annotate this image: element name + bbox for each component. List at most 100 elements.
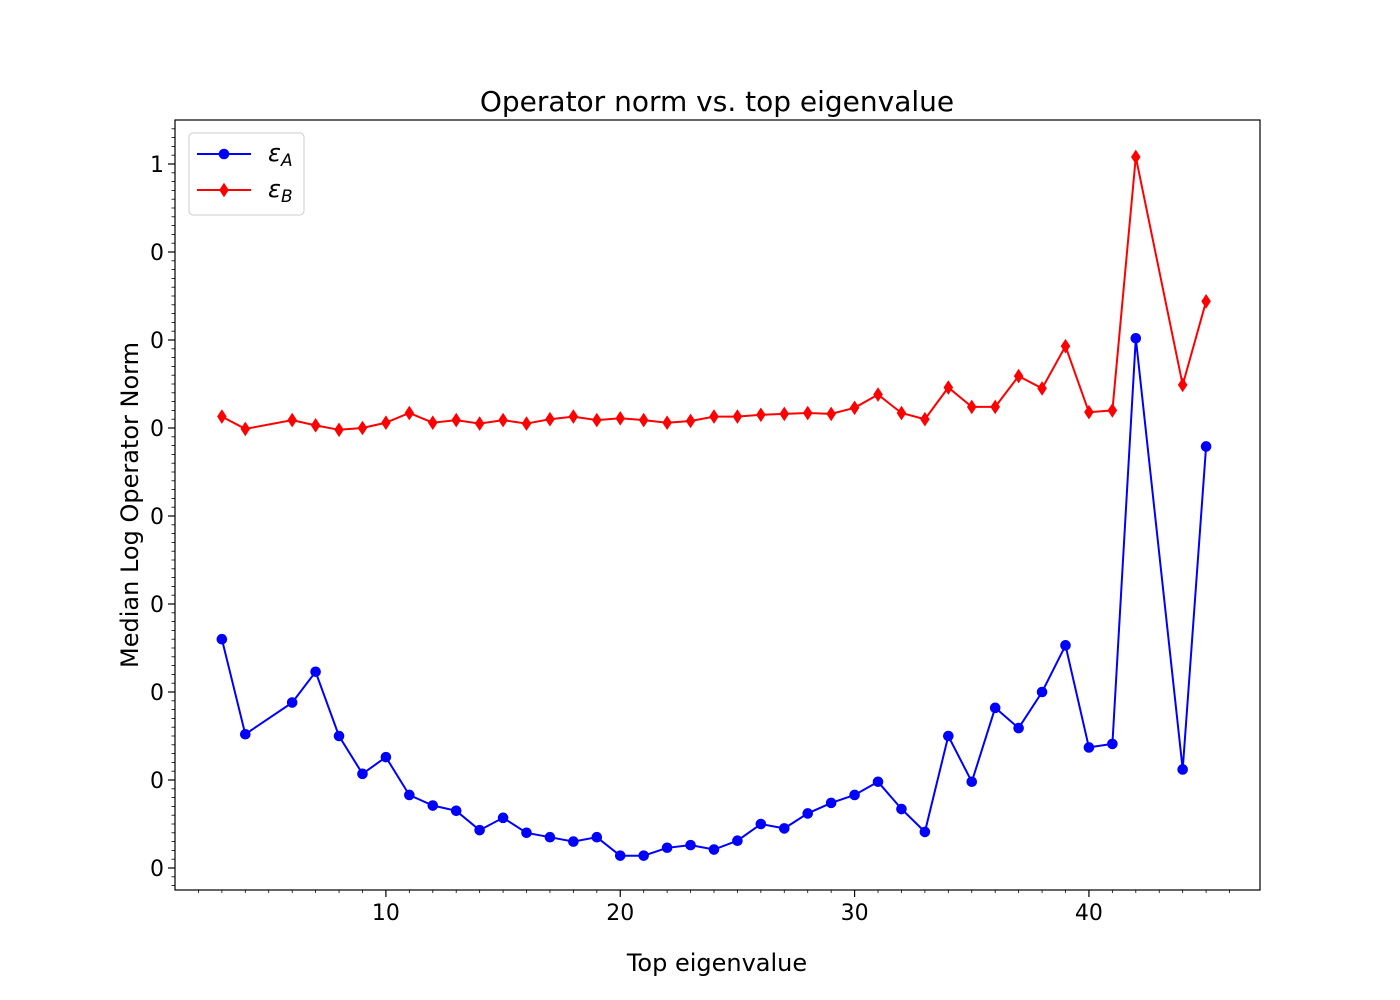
data-point	[451, 412, 462, 428]
data-series	[216, 149, 1212, 861]
data-point	[990, 399, 1000, 415]
data-point	[1107, 738, 1118, 750]
data-point	[1177, 377, 1188, 393]
y-tick-label: 0	[150, 857, 164, 882]
x-tick-label: 40	[1075, 901, 1103, 926]
data-point	[1201, 293, 1211, 309]
data-point	[544, 831, 556, 843]
data-point	[334, 422, 344, 438]
data-point	[333, 730, 345, 742]
data-point	[1013, 368, 1024, 384]
data-point	[802, 405, 813, 421]
data-point	[568, 409, 579, 424]
data-point	[498, 412, 508, 428]
axis-ticks: 10 20 30 40 0 0 0 0 0 0 0 0 1	[150, 128, 1230, 926]
data-point	[521, 416, 532, 431]
data-point	[380, 751, 392, 763]
y-tick-label: 0	[150, 329, 164, 354]
data-point	[685, 839, 696, 851]
data-point	[381, 415, 391, 431]
data-point	[591, 831, 603, 843]
data-point	[778, 823, 790, 834]
y-tick-label: 0	[150, 505, 164, 530]
data-point	[802, 808, 814, 819]
legend: εA εB	[188, 132, 305, 216]
data-point	[732, 835, 743, 847]
data-point	[545, 411, 555, 427]
data-point	[1083, 742, 1095, 753]
data-point	[568, 836, 579, 847]
data-point	[943, 730, 954, 742]
x-axis-label: Top eigenvalue	[626, 949, 807, 977]
data-point	[1037, 381, 1047, 396]
data-point	[1036, 686, 1048, 698]
data-point	[1131, 149, 1141, 165]
y-tick-label: 0	[150, 241, 164, 266]
y-tick-label: 0	[150, 769, 164, 794]
data-point	[357, 768, 368, 780]
legend-marker	[218, 148, 230, 160]
data-point	[989, 702, 1001, 714]
data-point	[1060, 338, 1071, 354]
data-point	[896, 405, 907, 421]
data-point	[756, 407, 766, 423]
data-point	[1060, 640, 1071, 651]
data-point	[661, 842, 673, 854]
plot-area-frame	[174, 119, 1261, 891]
data-point	[404, 405, 415, 421]
data-point	[872, 776, 884, 788]
data-point	[450, 805, 462, 817]
data-point	[920, 411, 930, 427]
x-tick-label: 10	[372, 901, 400, 926]
y-axis-label: Median Log Operator Norm	[116, 342, 144, 668]
y-tick-label: 0	[150, 417, 164, 442]
data-point	[497, 812, 509, 824]
chart-title: Operator norm vs. top eigenvalue	[480, 85, 954, 118]
data-point	[708, 844, 720, 855]
data-point	[685, 413, 696, 429]
y-tick-label: 0	[150, 593, 164, 618]
data-point	[1177, 764, 1188, 775]
series-0	[216, 332, 1212, 861]
data-point	[357, 420, 368, 436]
data-point	[1013, 722, 1024, 734]
series-line-1	[221, 156, 1208, 431]
data-point	[825, 797, 837, 809]
data-point	[638, 850, 649, 861]
data-point	[849, 789, 860, 801]
legend-label: εB	[268, 175, 293, 207]
data-point	[826, 406, 836, 422]
data-point	[217, 409, 227, 424]
data-point	[615, 411, 626, 426]
legend-entry-1: εB	[197, 175, 293, 207]
data-point	[919, 826, 931, 838]
data-point	[638, 412, 649, 428]
data-point	[1200, 441, 1212, 452]
data-point	[427, 800, 439, 811]
x-tick-label: 20	[606, 901, 634, 926]
data-point	[943, 380, 954, 395]
legend-marker	[219, 182, 229, 198]
data-point	[310, 666, 321, 678]
data-point	[1084, 404, 1094, 420]
data-point	[592, 412, 602, 428]
data-point	[286, 697, 298, 708]
data-point	[216, 633, 228, 645]
series-1	[217, 149, 1211, 438]
data-point	[779, 406, 790, 422]
legend-label: εA	[268, 139, 293, 171]
data-point	[427, 415, 438, 431]
data-point	[755, 818, 767, 830]
data-point	[287, 412, 297, 428]
y-tick-label: 1	[150, 153, 164, 178]
data-point	[1130, 332, 1142, 344]
data-point	[873, 387, 883, 402]
data-point	[240, 728, 251, 740]
y-tick-label: 0	[150, 681, 164, 706]
data-point	[240, 421, 251, 437]
data-point	[662, 415, 672, 431]
data-point	[521, 827, 532, 839]
data-point	[966, 399, 977, 415]
data-point	[709, 409, 719, 424]
